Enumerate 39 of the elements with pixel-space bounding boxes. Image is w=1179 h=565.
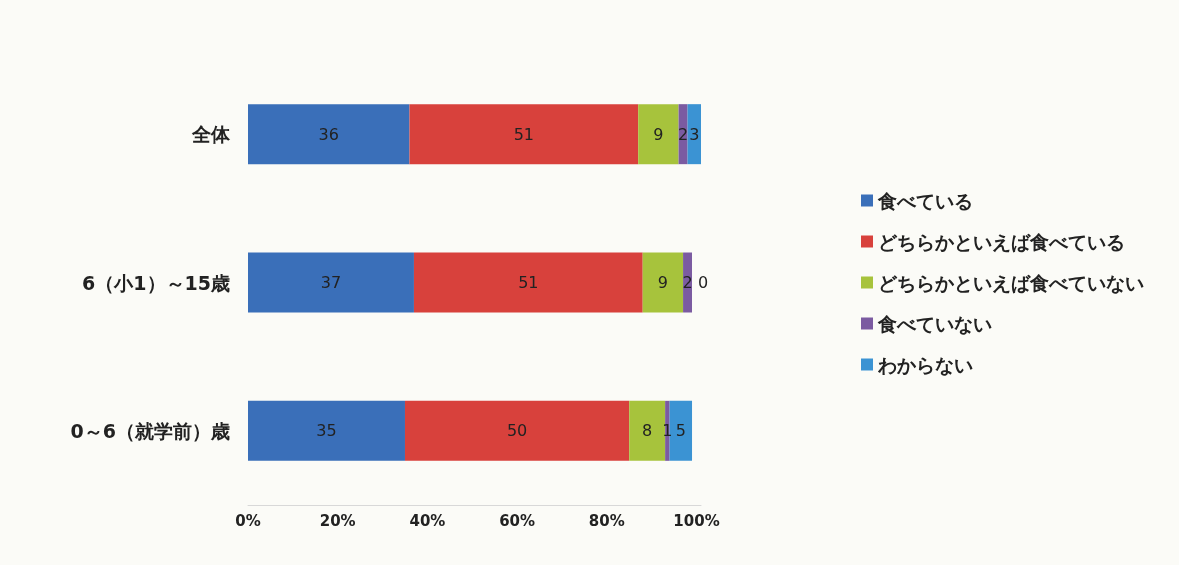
data-label: 8: [642, 421, 653, 441]
y-tick-label: 6（小1）～15歳: [82, 271, 230, 294]
legend-label: 食べていない: [877, 312, 992, 335]
bar: [629, 400, 666, 461]
legend-label: どちらかといえば食べていない: [878, 271, 1144, 294]
bar: [404, 400, 630, 461]
data-label: 35: [316, 421, 337, 441]
x-tick-label: 40%: [409, 511, 446, 530]
bar: [248, 400, 405, 461]
data-label: 9: [657, 273, 668, 292]
bar: [248, 104, 410, 165]
data-label: 5: [675, 421, 686, 441]
data-label: 51: [518, 273, 539, 292]
x-tick-label: 60%: [499, 511, 536, 530]
data-label: 2: [682, 273, 693, 292]
data-label: 9: [653, 124, 664, 144]
bar: [248, 252, 414, 313]
bar: [642, 252, 684, 313]
data-label: 36: [318, 124, 339, 144]
legend-label: どちらかといえば食べている: [878, 230, 1125, 253]
data-label: 0: [698, 273, 709, 292]
bar: [409, 104, 639, 165]
x-tick-label: 0%: [235, 511, 261, 530]
bar: [413, 252, 643, 313]
data-label: 37: [320, 273, 342, 292]
data-label: 50: [506, 421, 528, 441]
bar: [638, 104, 679, 165]
y-tick-label: 0～6（就学前）歳: [70, 419, 230, 442]
x-tick-label: 80%: [588, 511, 625, 530]
legend-label: わからない: [877, 353, 973, 376]
bar: [683, 252, 693, 313]
data-label: 51: [513, 124, 535, 144]
data-label: 3: [689, 124, 700, 144]
x-tick-label: 20%: [319, 511, 356, 530]
legend-label: 食べている: [877, 189, 973, 212]
x-tick-label: 100%: [673, 511, 720, 530]
data-label: 2: [677, 124, 689, 144]
bar: [669, 400, 693, 461]
y-tick-label: 全体: [191, 123, 231, 146]
